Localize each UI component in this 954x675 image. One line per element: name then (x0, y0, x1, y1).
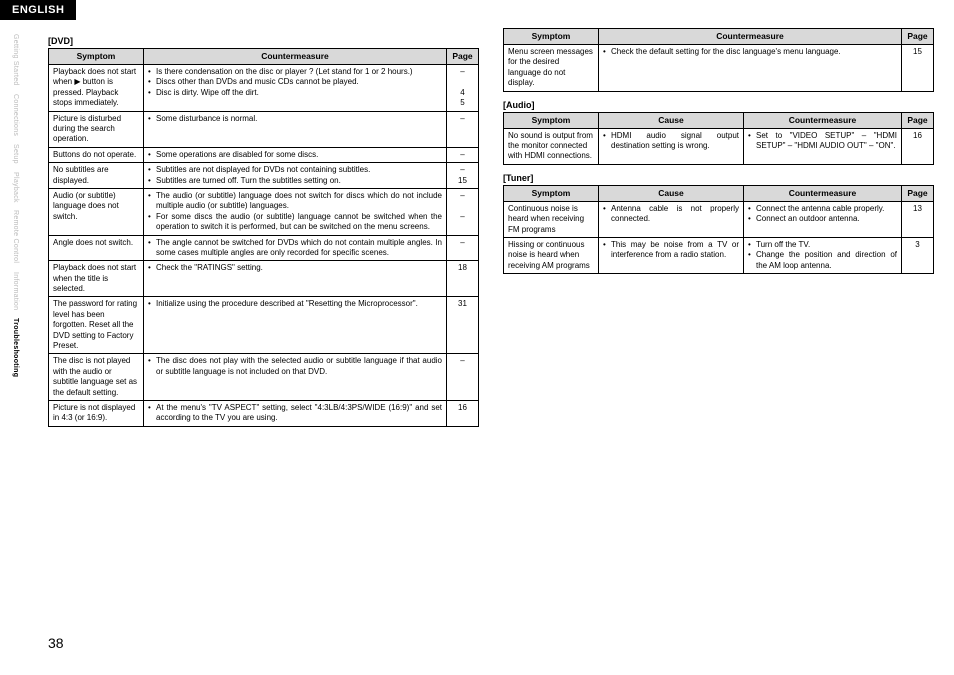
audio-section-label: [Audio] (503, 100, 934, 110)
counter-cell: Initialize using the procedure described… (144, 297, 447, 354)
lang-menu-table: SymptomCountermeasurePage Menu screen mes… (503, 28, 934, 92)
page-cell: 3 (902, 238, 934, 274)
dvd-section-label: [DVD] (48, 36, 479, 46)
dvd-table: SymptomCountermeasurePage Playback does n… (48, 48, 479, 427)
col-header: Countermeasure (144, 49, 447, 65)
page-cell: 31 (447, 297, 479, 354)
col-header: Symptom (504, 112, 599, 128)
symptom-cell: Playback does not start when ▶ button is… (49, 65, 144, 112)
counter-cell: Set to "VIDEO SETUP" – "HDMI SETUP" – "H… (744, 128, 902, 164)
symptom-cell: No subtitles are displayed. (49, 163, 144, 189)
table-row: No sound is output from the monitor conn… (504, 128, 934, 164)
symptom-cell: The password for rating level has been f… (49, 297, 144, 354)
col-header: Page (902, 29, 934, 45)
cause-cell: This may be noise from a TV or interfere… (599, 238, 744, 274)
page-cell: – (447, 147, 479, 162)
side-tab[interactable]: Troubleshooting (12, 314, 19, 381)
table-row: Continuous noise is heard when receiving… (504, 201, 934, 237)
side-tab[interactable]: Setup (12, 140, 19, 168)
col-header: Countermeasure (599, 29, 902, 45)
right-column: SymptomCountermeasurePageMenu screen mes… (503, 28, 934, 427)
col-header: Page (447, 49, 479, 65)
page-cell: 18 (447, 261, 479, 297)
counter-cell: Some disturbance is normal. (144, 111, 447, 147)
counter-cell: Check the "RATINGS" setting. (144, 261, 447, 297)
symptom-cell: Picture is disturbed during the search o… (49, 111, 144, 147)
main-content: [DVD] SymptomCountermeasurePagePlayback … (48, 28, 934, 427)
symptom-cell: Audio (or subtitle) language does not sw… (49, 188, 144, 235)
counter-cell: Some operations are disabled for some di… (144, 147, 447, 162)
table-row: Angle does not switch.The angle cannot b… (49, 235, 479, 261)
page-cell: – (447, 235, 479, 261)
audio-table: SymptomCauseCountermeasurePage No sound i… (503, 112, 934, 165)
page-number: 38 (48, 635, 64, 651)
symptom-cell: Hissing or continuous noise is heard whe… (504, 238, 599, 274)
table-row: The password for rating level has been f… (49, 297, 479, 354)
page-cell: – (447, 111, 479, 147)
counter-cell: The disc does not play with the selected… (144, 354, 447, 401)
counter-cell: Check the default setting for the disc l… (599, 45, 902, 92)
table-row: Buttons do not operate.Some operations a… (49, 147, 479, 162)
col-header: Countermeasure (744, 185, 902, 201)
side-tab[interactable]: Connections (12, 90, 19, 140)
counter-cell: The angle cannot be switched for DVDs wh… (144, 235, 447, 261)
col-header: Symptom (504, 185, 599, 201)
tuner-table: SymptomCauseCountermeasurePage Continuous… (503, 185, 934, 274)
col-header: Cause (599, 112, 744, 128)
counter-cell: Subtitles are not displayed for DVDs not… (144, 163, 447, 189)
counter-cell: Connect the antenna cable properly.Conne… (744, 201, 902, 237)
col-header: Symptom (49, 49, 144, 65)
table-row: Picture is not displayed in 4:3 (or 16:9… (49, 400, 479, 426)
table-row: Audio (or subtitle) language does not sw… (49, 188, 479, 235)
page-cell: 16 (447, 400, 479, 426)
col-header: Cause (599, 185, 744, 201)
table-row: Menu screen messages for the desired lan… (504, 45, 934, 92)
page-cell: 15 (902, 45, 934, 92)
page-cell: –15 (447, 163, 479, 189)
cause-cell: Antenna cable is not properly connected. (599, 201, 744, 237)
table-row: Hissing or continuous noise is heard whe… (504, 238, 934, 274)
symptom-cell: Continuous noise is heard when receiving… (504, 201, 599, 237)
col-header: Countermeasure (744, 112, 902, 128)
table-row: Picture is disturbed during the search o… (49, 111, 479, 147)
symptom-cell: No sound is output from the monitor conn… (504, 128, 599, 164)
page-cell: –– (447, 188, 479, 235)
cause-cell: HDMI audio signal output destination set… (599, 128, 744, 164)
counter-cell: Turn off the TV.Change the position and … (744, 238, 902, 274)
col-header: Symptom (504, 29, 599, 45)
page-cell: 13 (902, 201, 934, 237)
symptom-cell: Angle does not switch. (49, 235, 144, 261)
side-tab[interactable]: Remote Control (12, 206, 19, 267)
symptom-cell: Menu screen messages for the desired lan… (504, 45, 599, 92)
tuner-section-label: [Tuner] (503, 173, 934, 183)
counter-cell: At the menu's "TV ASPECT" setting, selec… (144, 400, 447, 426)
table-row: Playback does not start when the title i… (49, 261, 479, 297)
language-tab: ENGLISH (0, 0, 76, 20)
counter-cell: Is there condensation on the disc or pla… (144, 65, 447, 112)
counter-cell: The audio (or subtitle) language does no… (144, 188, 447, 235)
side-nav: Getting StartedConnectionsSetupPlaybackR… (12, 30, 30, 381)
table-row: No subtitles are displayed.Subtitles are… (49, 163, 479, 189)
table-row: The disc is not played with the audio or… (49, 354, 479, 401)
symptom-cell: The disc is not played with the audio or… (49, 354, 144, 401)
col-header: Page (902, 112, 934, 128)
page-cell: –45 (447, 65, 479, 112)
side-tab[interactable]: Playback (12, 168, 19, 207)
side-tab[interactable]: Information (12, 268, 19, 314)
symptom-cell: Playback does not start when the title i… (49, 261, 144, 297)
page-cell: 16 (902, 128, 934, 164)
col-header: Page (902, 185, 934, 201)
side-tab[interactable]: Getting Started (12, 30, 19, 90)
table-row: Playback does not start when ▶ button is… (49, 65, 479, 112)
symptom-cell: Buttons do not operate. (49, 147, 144, 162)
symptom-cell: Picture is not displayed in 4:3 (or 16:9… (49, 400, 144, 426)
page-cell: – (447, 354, 479, 401)
left-column: [DVD] SymptomCountermeasurePage Playback … (48, 28, 479, 427)
